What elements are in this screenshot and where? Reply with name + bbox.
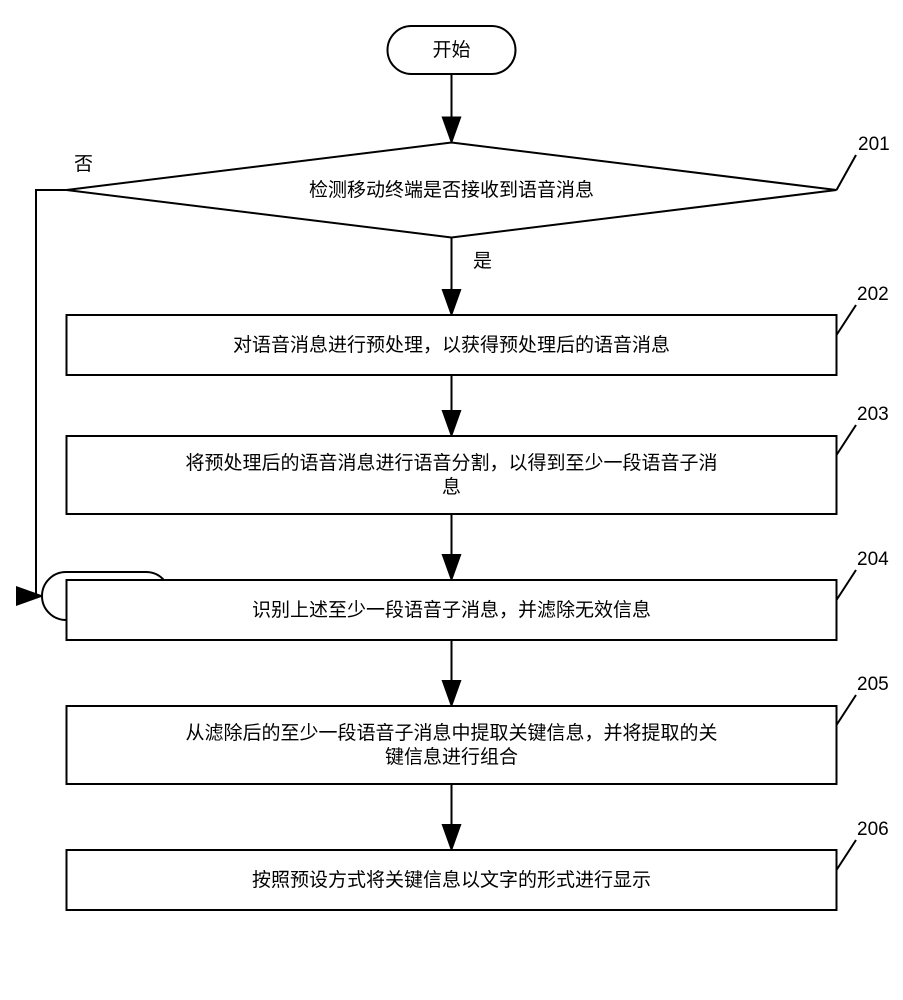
node-p204: 识别上述至少一段语音子消息，并滤除无效信息 — [67, 580, 837, 640]
ref-p203: 203 — [837, 404, 889, 455]
ref-p205: 205 — [837, 674, 889, 725]
node-p203: 将预处理后的语音消息进行语音分割，以得到至少一段语音子消息 — [67, 436, 837, 514]
svg-text:息: 息 — [442, 476, 461, 498]
svg-text:是: 是 — [473, 251, 492, 272]
svg-text:203: 203 — [857, 404, 889, 425]
svg-text:开始: 开始 — [432, 39, 470, 61]
svg-text:205: 205 — [857, 674, 889, 695]
ref-p202: 202 — [837, 284, 889, 335]
svg-text:204: 204 — [857, 549, 889, 570]
node-p206: 按照预设方式将关键信息以文字的形式进行显示 — [67, 850, 837, 910]
svg-text:将预处理后的语音消息进行语音分割，以得到至少一段语音子消: 将预处理后的语音消息进行语音分割，以得到至少一段语音子消 — [185, 452, 717, 474]
node-p202: 对语音消息进行预处理，以获得预处理后的语音消息 — [67, 315, 837, 375]
svg-text:从滤除后的至少一段语音子消息中提取关键信息，并将提取的关: 从滤除后的至少一段语音子消息中提取关键信息，并将提取的关 — [185, 722, 717, 744]
node-p205: 从滤除后的至少一段语音子消息中提取关键信息，并将提取的关键信息进行组合 — [67, 706, 837, 784]
flowchart-canvas: 是否 开始结束检测移动终端是否接收到语音消息对语音消息进行预处理，以获得预处理后… — [0, 0, 903, 1000]
svg-text:201: 201 — [858, 134, 890, 155]
svg-text:对语音消息进行预处理，以获得预处理后的语音消息: 对语音消息进行预处理，以获得预处理后的语音消息 — [233, 334, 670, 356]
edge-1: 是 — [452, 238, 493, 316]
node-start: 开始 — [388, 26, 516, 74]
ref-p206: 206 — [837, 819, 889, 870]
ref-dec201: 201 — [837, 134, 890, 190]
svg-text:检测移动终端是否接收到语音消息: 检测移动终端是否接收到语音消息 — [309, 179, 594, 201]
svg-text:否: 否 — [74, 154, 93, 175]
svg-text:识别上述至少一段语音子消息，并滤除无效信息: 识别上述至少一段语音子消息，并滤除无效信息 — [252, 599, 651, 621]
ref-p204: 204 — [837, 549, 890, 600]
svg-text:按照预设方式将关键信息以文字的形式进行显示: 按照预设方式将关键信息以文字的形式进行显示 — [252, 869, 651, 891]
svg-text:202: 202 — [857, 284, 889, 305]
node-dec201: 检测移动终端是否接收到语音消息 — [67, 143, 837, 238]
svg-text:206: 206 — [857, 819, 889, 840]
svg-text:键信息进行组合: 键信息进行组合 — [385, 746, 518, 768]
